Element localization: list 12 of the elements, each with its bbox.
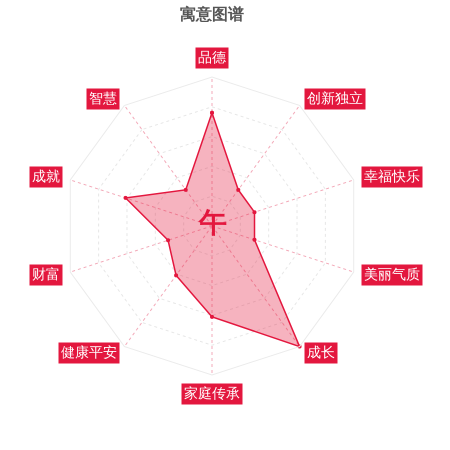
spoke-label: 美丽气质: [364, 267, 420, 283]
spoke-label: 成就: [32, 169, 60, 185]
spoke-label: 财富: [32, 267, 60, 283]
spoke-label: 健康平安: [61, 345, 117, 361]
spoke-label: 成长: [307, 345, 335, 361]
spoke-label: 智慧: [89, 91, 117, 107]
chart-title: 寓意图谱: [180, 4, 244, 24]
spoke-label: 品德: [198, 50, 226, 66]
spoke-label: 幸福快乐: [364, 169, 420, 185]
text: 午: [198, 206, 227, 239]
spoke-label: 家庭传承: [184, 386, 240, 402]
spoke-label: 创新独立: [307, 91, 363, 107]
